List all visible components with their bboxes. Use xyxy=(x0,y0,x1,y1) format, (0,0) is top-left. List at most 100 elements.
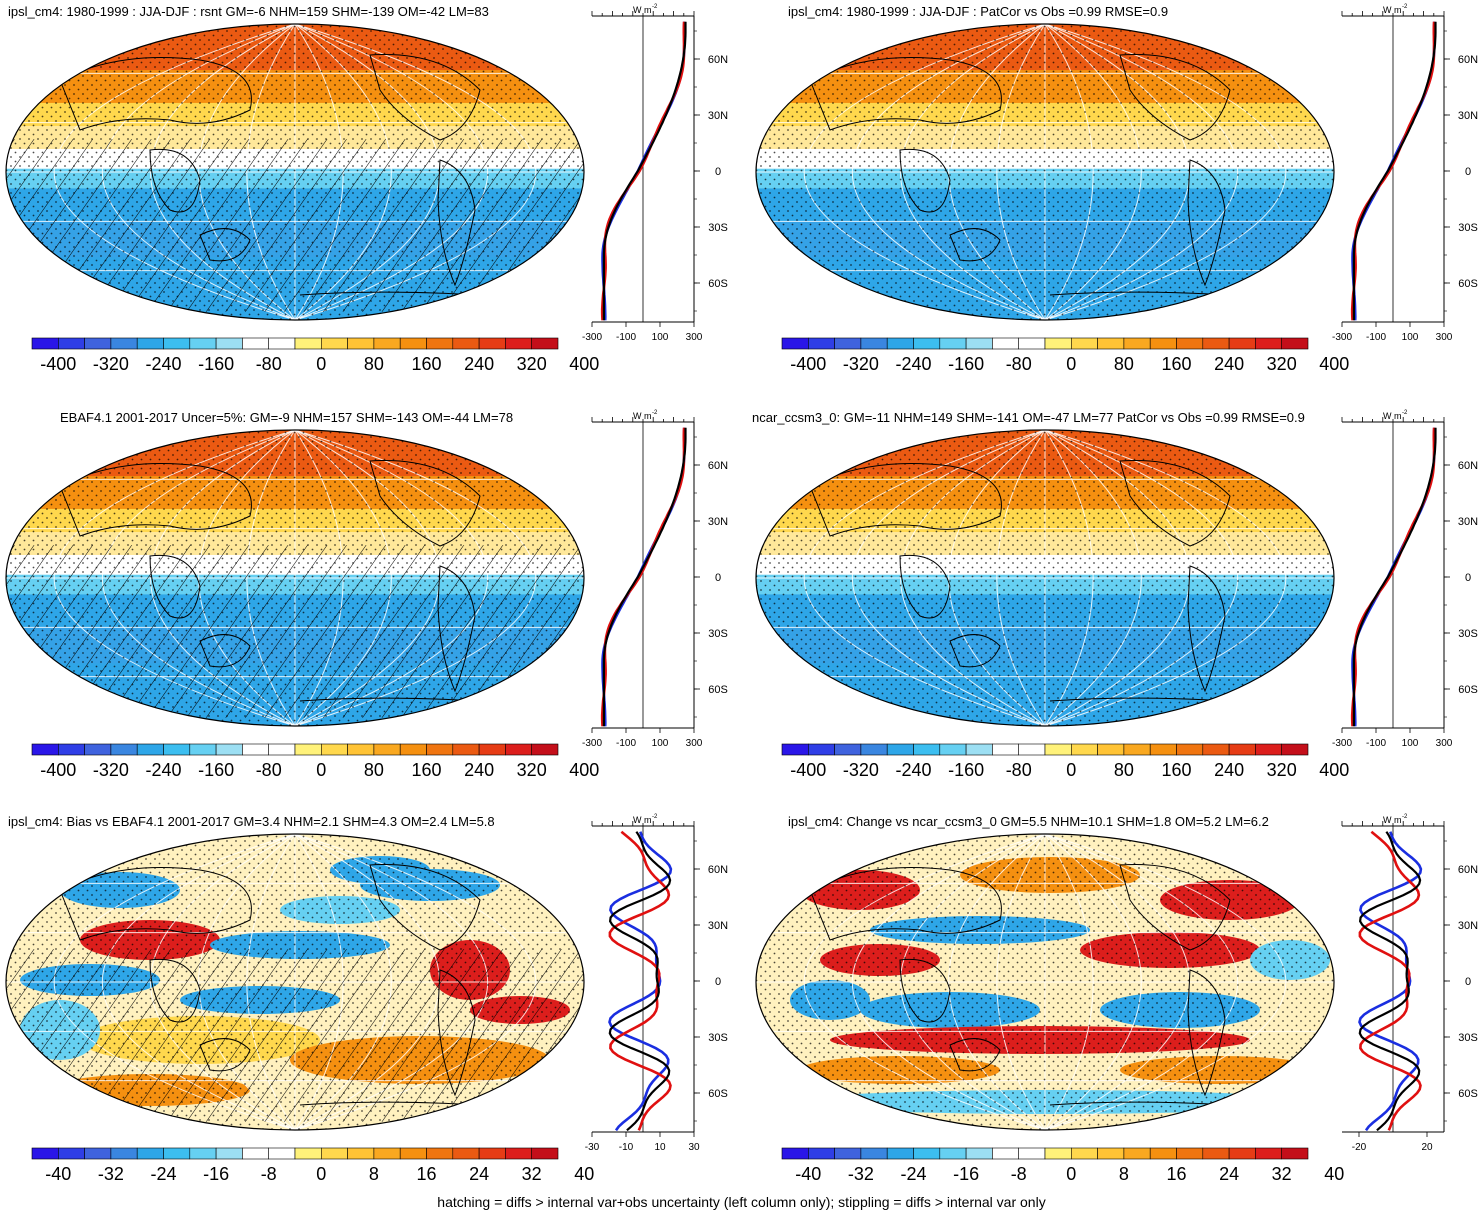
coastline xyxy=(369,863,481,951)
colorbar-label: -16 xyxy=(203,1164,229,1184)
colorbar-swatch xyxy=(886,743,914,756)
map-border xyxy=(5,429,585,727)
colorbar-swatch xyxy=(1176,1147,1204,1160)
colorbar-swatch xyxy=(1018,1147,1046,1160)
coastline xyxy=(149,554,201,619)
map-border xyxy=(5,833,585,1131)
profile-y-tick-label: 60S xyxy=(708,1088,728,1100)
panel-title-e: ipsl_cm4: Bias vs EBAF4.1 2001-2017 GM=3… xyxy=(8,814,495,829)
colorbar-swatch xyxy=(1123,743,1151,756)
colorbar-swatch xyxy=(939,743,967,756)
colorbar-label: 0 xyxy=(316,760,326,780)
profile-unit-exponent: -2 xyxy=(652,814,658,820)
coastline xyxy=(949,1038,1001,1072)
profile-line xyxy=(1358,831,1422,1132)
colorbar-swatch xyxy=(1281,743,1309,756)
profile-line xyxy=(608,830,672,1131)
colorbar-swatch xyxy=(886,1147,914,1160)
panel-title-b: ipsl_cm4: 1980-1999 : JJA-DJF : PatCor v… xyxy=(788,4,1169,19)
colorbar-swatch xyxy=(320,337,348,350)
colorbar-swatch xyxy=(505,337,532,350)
colorbar-swatch xyxy=(860,1147,888,1160)
profile-y-tick-label: 60S xyxy=(1458,1088,1478,1100)
colorbar-swatch xyxy=(1149,1147,1177,1160)
colorbar-swatch xyxy=(1228,743,1256,756)
colorbar-swatch xyxy=(426,337,454,350)
profile-unit-exponent: -2 xyxy=(1402,4,1408,10)
profile-line xyxy=(600,21,686,321)
colorbar-label: -160 xyxy=(948,354,984,374)
colorbar-label: 240 xyxy=(1214,354,1244,374)
colorbar-swatch xyxy=(965,1147,993,1160)
panel-title-c: EBAF4.1 2001-2017 Uncer=5%: GM=-9 NHM=15… xyxy=(60,410,514,425)
map-e xyxy=(5,833,585,1131)
map-border xyxy=(5,23,585,321)
colorbar-swatch xyxy=(939,1147,967,1160)
colorbar-swatch xyxy=(1202,1147,1230,1160)
colorbar-swatch xyxy=(1044,337,1072,350)
colorbar-label: 40 xyxy=(574,1164,594,1184)
profile-unit-label: W m xyxy=(1383,411,1402,421)
profile-y-tick-label: 60N xyxy=(708,460,728,472)
map-b xyxy=(755,23,1335,321)
profile-x-tick-label: -300 xyxy=(582,738,602,749)
colorbar-swatch xyxy=(57,743,85,756)
colorbar-swatch xyxy=(294,743,322,756)
colorbar-label: -16 xyxy=(953,1164,979,1184)
map-border xyxy=(755,833,1335,1131)
colorbar-label: 160 xyxy=(411,354,441,374)
profile-y-tick-label: 60N xyxy=(1458,864,1478,876)
colorbar-label: -40 xyxy=(45,1164,71,1184)
map-border xyxy=(755,23,1335,321)
colorbar-label: 32 xyxy=(1272,1164,1292,1184)
coastline xyxy=(369,53,481,141)
colorbar-swatch xyxy=(189,1147,217,1160)
colorbar-label: -400 xyxy=(790,760,826,780)
coastline xyxy=(199,228,251,262)
profile-y-tick-label: 30N xyxy=(708,110,728,122)
profile-y-tick-label: 60S xyxy=(1458,278,1478,290)
colorbar-swatch xyxy=(1044,1147,1072,1160)
profile-y-tick-label: 60S xyxy=(708,278,728,290)
profile-y-tick-label: 30N xyxy=(1458,110,1478,122)
colorbar-swatch xyxy=(1281,337,1309,350)
profile-y-tick-label: 30S xyxy=(1458,222,1478,234)
colorbar-label: 320 xyxy=(517,354,547,374)
colorbar-swatch xyxy=(1097,743,1125,756)
colorbar-label: -400 xyxy=(40,354,76,374)
colorbar-c: -400 -320 -240 -160 -80 0 80 160 240 320 400 xyxy=(31,743,599,780)
colorbar-swatch xyxy=(242,1147,269,1160)
colorbar-label: -240 xyxy=(145,760,181,780)
colorbar-swatch xyxy=(110,743,138,756)
colorbar-label: -80 xyxy=(256,354,282,374)
colorbar-label: 320 xyxy=(1267,354,1297,374)
colorbar-label: 240 xyxy=(464,760,494,780)
profile-x-tick-label: -20 xyxy=(1352,1142,1367,1153)
coastline xyxy=(59,57,252,131)
colorbar-label: 16 xyxy=(416,1164,436,1184)
colorbar-label: -80 xyxy=(1006,760,1032,780)
colorbar-swatch xyxy=(31,743,59,756)
colorbar-swatch xyxy=(1281,1147,1309,1160)
colorbar-label: 400 xyxy=(569,354,599,374)
profile-y-tick-label: 30S xyxy=(1458,1032,1478,1044)
colorbar-swatch xyxy=(913,743,941,756)
profile-b: W m -2 -300 -100 100 300 60N 30N 0 30S 60S xyxy=(1332,4,1478,343)
profile-x-tick-label: 300 xyxy=(1436,738,1453,749)
profile-y-tick-label: 0 xyxy=(1465,976,1471,988)
colorbar-swatch xyxy=(373,337,401,350)
coastline xyxy=(199,1038,251,1072)
profile-y-tick-label: 30N xyxy=(708,516,728,528)
coastline xyxy=(437,159,476,287)
profile-y-tick-label: 30S xyxy=(708,222,728,234)
panel-title-d: ncar_ccsm3_0: GM=-11 NHM=149 SHM=-141 OM… xyxy=(752,410,1305,425)
colorbar-swatch xyxy=(347,1147,375,1160)
colorbar-swatch xyxy=(84,337,112,350)
profile-y-tick-label: 0 xyxy=(715,572,721,584)
profile-unit-exponent: -2 xyxy=(652,410,658,416)
profile-line xyxy=(1350,427,1436,727)
colorbar-swatch xyxy=(913,1147,941,1160)
colorbar-label: -24 xyxy=(900,1164,926,1184)
panel-title-f: ipsl_cm4: Change vs ncar_ccsm3_0 GM=5.5 … xyxy=(788,814,1269,829)
colorbar-label: -32 xyxy=(98,1164,124,1184)
